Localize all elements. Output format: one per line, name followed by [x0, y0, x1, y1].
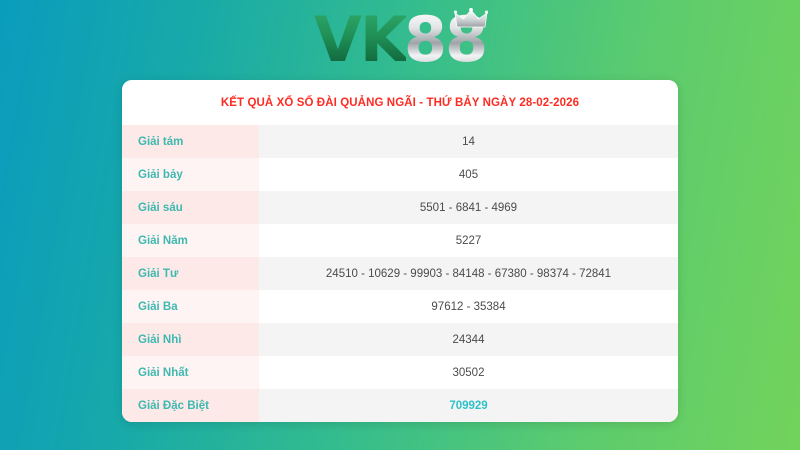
table-row: Giải Nhất 30502 [122, 356, 678, 389]
prize-label: Giải Đặc Biệt [122, 389, 259, 422]
prize-label: Giải Năm [122, 224, 259, 257]
table-row: Giải bảy 405 [122, 158, 678, 191]
logo-vk: VK [313, 3, 408, 76]
table-row: Giải Nhì 24344 [122, 323, 678, 356]
table-row: Giải sáu 5501 - 6841 - 4969 [122, 191, 678, 224]
prize-label: Giải Nhì [122, 323, 259, 356]
table-row: Giải tám 14 [122, 125, 678, 158]
prize-label: Giải Tư [122, 257, 259, 290]
results-table: Giải tám 14 Giải bảy 405 Giải sáu 5501 -… [122, 125, 678, 422]
prize-label: Giải bảy [122, 158, 259, 191]
table-row: Giải Năm 5227 [122, 224, 678, 257]
prize-label: Giải sáu [122, 191, 259, 224]
prize-value-special: 709929 [259, 389, 678, 422]
prize-value: 14 [259, 125, 678, 158]
table-row: Giải Tư 24510 - 10629 - 99903 - 84148 - … [122, 257, 678, 290]
table-row: Giải Ba 97612 - 35384 [122, 290, 678, 323]
prize-value: 5501 - 6841 - 4969 [259, 191, 678, 224]
prize-value: 24510 - 10629 - 99903 - 84148 - 67380 - … [259, 257, 678, 290]
prize-label: Giải tám [122, 125, 259, 158]
brand-logo: VK 88 [0, 0, 800, 80]
prize-value: 405 [259, 158, 678, 191]
prize-value: 5227 [259, 224, 678, 257]
table-row-special: Giải Đặc Biệt 709929 [122, 389, 678, 422]
page-title: KẾT QUẢ XỔ SỐ ĐÀI QUẢNG NGÃI - THỨ BẢY N… [122, 80, 678, 125]
lottery-result-card: KẾT QUẢ XỔ SỐ ĐÀI QUẢNG NGÃI - THỨ BẢY N… [122, 80, 678, 422]
logo-text: VK 88 [313, 3, 489, 76]
prize-label: Giải Ba [122, 290, 259, 323]
prize-value: 97612 - 35384 [259, 290, 678, 323]
crown-icon [454, 8, 489, 28]
prize-value: 24344 [259, 323, 678, 356]
prize-label: Giải Nhất [122, 356, 259, 389]
prize-value: 30502 [259, 356, 678, 389]
results-table-body: Giải tám 14 Giải bảy 405 Giải sáu 5501 -… [122, 125, 678, 422]
